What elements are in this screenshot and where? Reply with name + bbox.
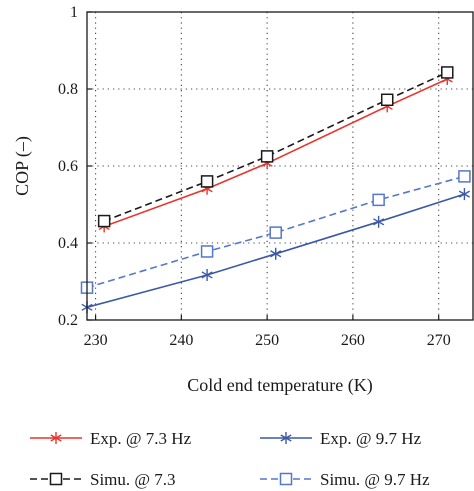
star-stroke	[270, 250, 282, 258]
legend-entry: Simu. @ 9.7 Hz	[260, 470, 430, 489]
star-stroke	[458, 190, 470, 198]
x-tick-label: 270	[427, 332, 451, 349]
x-tick-label: 240	[169, 332, 193, 349]
legend-label: Simu. @ 9.7 Hz	[320, 470, 430, 489]
data-point	[458, 188, 470, 201]
legend-label: Exp. @ 9.7 Hz	[320, 429, 422, 448]
data-point	[373, 215, 385, 228]
data-point	[97, 214, 111, 228]
y-tick-label: 0.6	[58, 158, 78, 175]
series-line	[86, 175, 465, 289]
legend: Exp. @ 7.3 Hz Exp. @ 9.7 Hz Simu. @ 7.3 Sim…	[30, 429, 430, 489]
star-stroke	[201, 271, 213, 279]
data-point	[200, 175, 214, 188]
y-tick-label: 0.2	[58, 312, 78, 329]
star-stroke	[280, 434, 292, 442]
x-tick-label: 260	[341, 332, 365, 349]
series-line	[103, 78, 448, 228]
grid-lines	[87, 12, 473, 320]
legend-marker	[279, 472, 293, 486]
series-layer	[80, 66, 471, 314]
legend-entry: Exp. @ 7.3 Hz	[30, 429, 192, 448]
legend-label: Simu. @ 7.3	[90, 470, 176, 489]
legend-entry: Exp. @ 9.7 Hz	[260, 429, 422, 448]
series-1	[98, 72, 453, 233]
data-point	[441, 66, 454, 79]
data-point	[260, 150, 274, 163]
series-line	[103, 71, 448, 222]
data-point	[458, 170, 471, 183]
star-stroke	[50, 434, 62, 442]
legend-marker	[50, 432, 62, 444]
y-tick-label: 0.8	[58, 81, 78, 98]
legend-label: Exp. @ 7.3 Hz	[90, 429, 192, 448]
legend-marker	[280, 432, 292, 444]
axis-ticks: 230 240 250 260 270 0.2 0.4 0.6 0.8 1	[58, 4, 451, 349]
y-axis-label: COP (–)	[12, 136, 33, 196]
star-stroke	[373, 218, 385, 226]
legend-marker	[49, 472, 63, 486]
x-tick-label: 250	[255, 332, 279, 349]
legend-entry: Simu. @ 7.3	[30, 470, 176, 489]
data-point	[200, 245, 214, 258]
y-tick-label: 0.4	[58, 235, 78, 252]
data-point	[269, 226, 282, 239]
data-point	[270, 247, 282, 260]
data-point	[201, 268, 213, 281]
data-point	[372, 193, 385, 207]
series-2	[97, 66, 454, 228]
x-axis-label: Cold end temperature (K)	[187, 375, 372, 396]
series-4	[80, 170, 471, 294]
y-tick-label: 1	[70, 4, 78, 21]
data-point	[380, 93, 394, 107]
x-tick-label: 230	[84, 332, 108, 349]
